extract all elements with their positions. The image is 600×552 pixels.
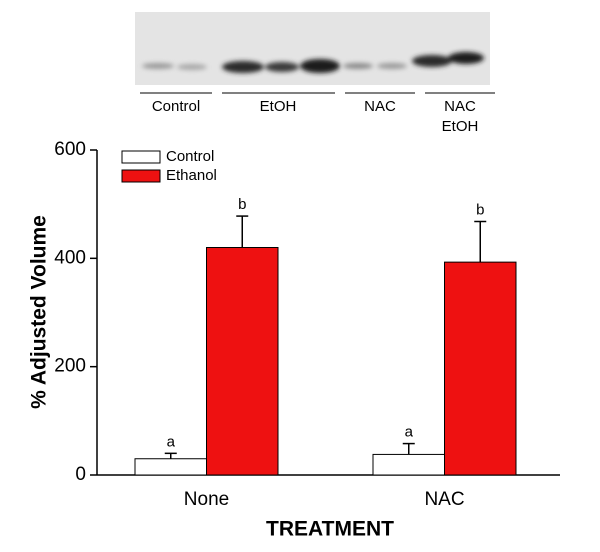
y-tick-label: 600 (54, 139, 86, 160)
legend-label: Control (166, 148, 214, 165)
blot-label: NAC (444, 98, 476, 115)
western-blot (135, 12, 495, 94)
legend-swatch (121, 169, 161, 183)
x-tick-label: None (184, 489, 229, 510)
bar (206, 247, 279, 476)
y-tick-label: 200 (54, 356, 86, 377)
blot-bands (142, 52, 484, 73)
bar (444, 261, 517, 476)
x-axis-title: TREATMENT (266, 518, 394, 541)
bar (372, 453, 445, 476)
y-tick-label: 0 (75, 464, 86, 485)
legend-swatch (121, 150, 161, 164)
blot-label: EtOH (442, 118, 479, 135)
blot-background (135, 12, 490, 85)
bar (134, 458, 207, 476)
annotation: a (405, 424, 414, 441)
legend-label: Ethanol (166, 167, 217, 184)
y-axis-title: % Adjusted Volume (28, 215, 51, 409)
blot-label: EtOH (260, 98, 297, 115)
annotation: b (238, 196, 246, 213)
blot-label: NAC (364, 98, 396, 115)
blot-label: Control (152, 98, 200, 115)
y-tick-label: 400 (54, 247, 86, 268)
x-tick-label: NAC (424, 489, 464, 510)
annotation: b (476, 201, 484, 218)
annotation: a (167, 433, 176, 450)
chart: Control EtOH NAC NAC EtOH 0 200 400 600 % Adjuste… (28, 98, 560, 541)
